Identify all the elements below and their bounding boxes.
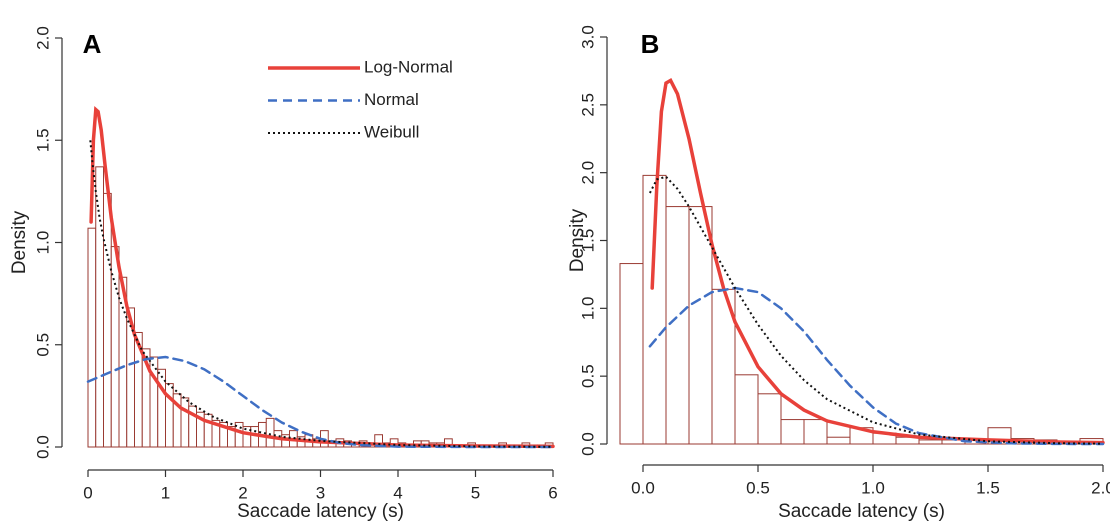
x-tick-label: 2 [238, 483, 247, 502]
bar [110, 246, 120, 448]
y-tick-label: 3.0 [578, 25, 597, 49]
bar [803, 419, 828, 445]
x-tick-label: 0.5 [746, 478, 770, 497]
curve [86, 355, 555, 449]
y-axis-title: Density [567, 208, 588, 272]
curve [89, 105, 555, 449]
x-tick-label: 0 [83, 483, 92, 502]
panel-label: B [641, 29, 660, 59]
x-tick-label: 1.5 [976, 478, 1000, 497]
y-tick-label: 1.5 [578, 229, 597, 253]
bar [87, 227, 97, 448]
chart-panel: 0.0 0.5 1.0 1.5 2.0 2.5 3.0 0.0 0.5 1.0 1.5 2.0 Sacc… [567, 25, 1110, 522]
x-tick-label: 4 [393, 483, 402, 502]
curve [648, 286, 1105, 446]
curve [89, 140, 554, 448]
bar [265, 417, 275, 448]
y-tick-label: 2.0 [33, 26, 52, 50]
legend-label: Weibull [364, 122, 419, 141]
chart-panel: 0.0 0.5 1.0 1.5 2.0 0 1 2 3 4 5 6 Saccade latency (s… [9, 26, 558, 522]
bar [780, 419, 805, 445]
bar [688, 206, 713, 445]
x-tick-label: 1.0 [861, 478, 885, 497]
y-axis-title: Density [9, 210, 30, 274]
bar [95, 166, 104, 448]
bar [734, 374, 759, 445]
y-tick-label: 2.0 [578, 161, 597, 185]
y-tick-label: 1.5 [33, 128, 52, 152]
legend-label: Log-Normal [364, 57, 453, 76]
bar [103, 192, 112, 448]
x-tick-label: 0.0 [631, 478, 655, 497]
y-tick-label: 1.0 [33, 231, 52, 255]
curve [650, 77, 1105, 445]
panel-label: A [83, 29, 102, 59]
y-tick-label: 0.0 [578, 432, 597, 456]
y-tick-label: 0.5 [33, 333, 52, 357]
x-tick-label: 6 [548, 483, 557, 502]
legend-label: Normal [364, 90, 419, 109]
bar [918, 439, 943, 445]
x-tick-label: 1 [161, 483, 170, 502]
bar [665, 206, 690, 445]
bar [619, 263, 644, 445]
y-tick-label: 0.5 [578, 364, 597, 388]
curve [649, 175, 1104, 445]
y-tick-label: 0.0 [33, 435, 52, 459]
x-axis-title: Saccade latency (s) [237, 501, 404, 522]
x-axis-title: Saccade latency (s) [778, 501, 945, 522]
x-tick-label: 3 [316, 483, 325, 502]
bar [757, 393, 782, 445]
y-tick-label: 1.0 [578, 297, 597, 321]
bar [826, 436, 851, 445]
bar [180, 397, 190, 448]
x-tick-label: 2.0 [1091, 478, 1110, 497]
x-tick-label: 5 [471, 483, 480, 502]
y-tick-label: 2.5 [578, 93, 597, 117]
bar [250, 426, 259, 448]
